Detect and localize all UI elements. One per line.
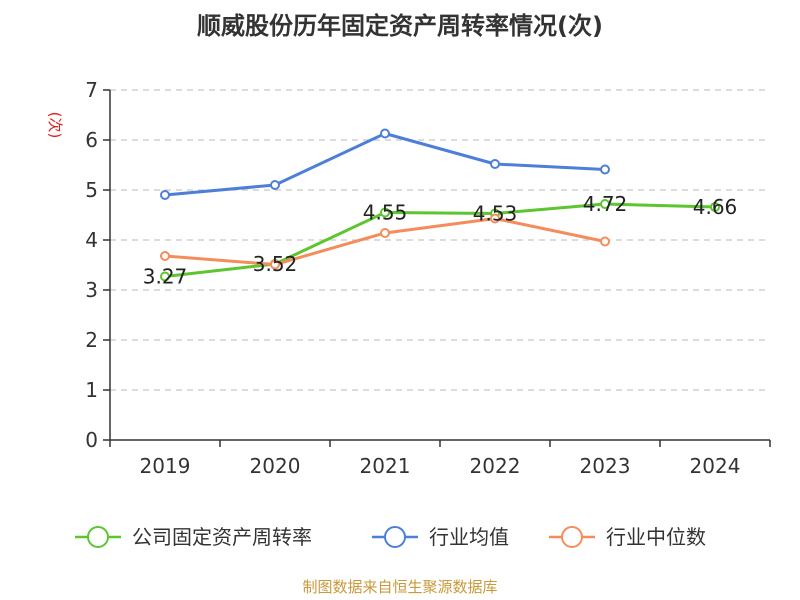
- grid-lines: [110, 89, 770, 391]
- legend-label: 行业中位数: [606, 525, 706, 549]
- legend-marker: [384, 526, 406, 548]
- x-tick-label: 2020: [250, 454, 301, 478]
- series-2-point: [490, 213, 500, 224]
- series-2-point: [160, 251, 170, 261]
- source-note: 制图数据来自恒生聚源数据库: [302, 578, 497, 596]
- series-line-2: [164, 217, 606, 266]
- series-1-point: [600, 164, 610, 175]
- legend-item-0: 公司固定资产周转率: [75, 525, 312, 549]
- y-tick-label: 5: [85, 178, 98, 202]
- series-2-point: [270, 259, 280, 270]
- series-0-point: [710, 202, 720, 212]
- x-tick-label: 2019: [140, 454, 191, 478]
- chart-title: 顺威股份历年固定资产周转率情况(次): [197, 12, 603, 40]
- y-tick-label: 1: [85, 378, 98, 402]
- series-0-point: [380, 207, 390, 218]
- y-tick-label: 2: [85, 328, 98, 352]
- x-tick-label: 2022: [470, 454, 521, 478]
- series-2-point: [600, 236, 610, 247]
- y-tick-label: 4: [85, 228, 98, 252]
- y-axis-unit: (次): [46, 112, 64, 139]
- data-label: 4.66: [693, 195, 738, 219]
- legend: 公司固定资产周转率 行业均值 行业中位数: [75, 525, 706, 549]
- series-0-point: [600, 199, 610, 209]
- y-tick-label: 6: [85, 128, 98, 152]
- y-tick-label: 0: [85, 428, 98, 452]
- data-label: 3.27: [143, 265, 188, 289]
- series-1-point: [490, 159, 500, 169]
- x-tick-label: 2023: [580, 454, 631, 478]
- legend-item-2: 行业中位数: [549, 525, 706, 549]
- series-lines: [160, 128, 720, 282]
- legend-marker: [87, 526, 109, 548]
- y-tick-label: 7: [85, 78, 98, 102]
- series-0-point: [160, 271, 170, 282]
- series-1-point: [160, 190, 170, 200]
- x-tick-label: 2024: [690, 454, 741, 478]
- axes: 0 1 2 3 4 5 6 7 2019 2020 2021 2022 2023 2024: [85, 78, 771, 478]
- legend-marker: [561, 526, 583, 548]
- series-1-point: [380, 128, 390, 139]
- data-label: 4.72: [583, 192, 628, 216]
- data-labels: 3.27 3.52 4.55 4.53 4.72 4.66: [143, 192, 738, 289]
- data-label: 3.52: [253, 252, 298, 276]
- series-2-point: [380, 228, 390, 238]
- data-label: 4.55: [363, 201, 408, 225]
- series-line-0: [164, 202, 716, 278]
- legend-item-1: 行业均值: [372, 525, 509, 549]
- legend-label: 行业均值: [429, 525, 509, 549]
- x-tick-label: 2021: [360, 454, 411, 478]
- y-tick-label: 3: [85, 278, 98, 302]
- series-1-point: [270, 180, 280, 190]
- data-label: 4.53: [473, 202, 518, 226]
- series-line-1: [164, 132, 606, 197]
- legend-label: 公司固定资产周转率: [132, 525, 312, 549]
